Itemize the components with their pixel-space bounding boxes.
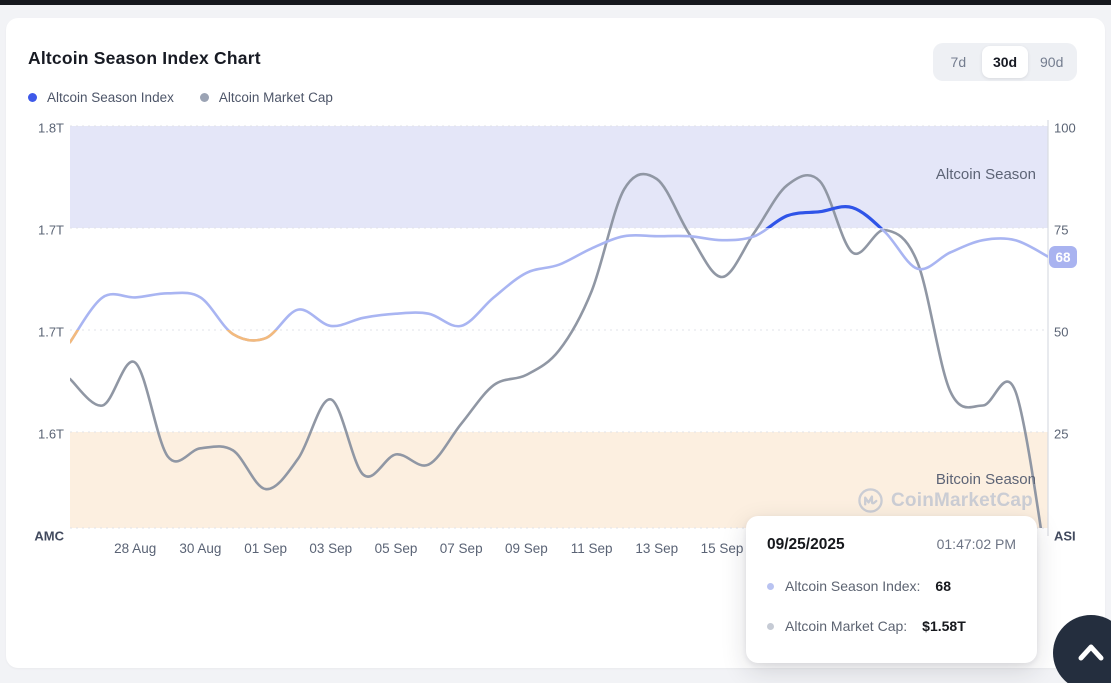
chart-legend: Altcoin Season Index Altcoin Market Cap: [28, 90, 333, 105]
legend-label: Altcoin Market Cap: [218, 90, 333, 105]
x-axis-tick: 28 Aug: [114, 541, 157, 556]
range-button-30d[interactable]: 30d: [981, 46, 1029, 78]
left-axis-caption: AMC: [34, 528, 64, 544]
tooltip-dot-icon: [767, 622, 774, 630]
x-axis-tick: 13 Sep: [635, 541, 679, 556]
legend-item-altcoin-season-index[interactable]: Altcoin Season Index: [28, 90, 174, 105]
tooltip-label: Altcoin Market Cap:: [785, 618, 908, 634]
last-value-badge: 68: [1049, 246, 1077, 268]
x-axis-tick: 15 Sep: [700, 541, 744, 556]
bitcoin-season-band: [70, 432, 1048, 528]
x-axis-tick: 09 Sep: [504, 541, 548, 556]
bitcoin-season-zone-label: Bitcoin Season: [935, 471, 1036, 488]
coinmarketcap-watermark: CoinMarketCap: [857, 487, 1033, 514]
x-axis-tick: 11 Sep: [570, 541, 613, 556]
watermark-text: CoinMarketCap: [891, 489, 1033, 511]
asi-line-below-50-segment: [70, 330, 278, 344]
range-button-7d[interactable]: 7d: [935, 46, 982, 78]
x-axis-tick: 01 Sep: [244, 541, 287, 556]
right-axis-caption: ASI: [1054, 528, 1076, 544]
left-axis-tick: 1.6T: [37, 426, 64, 442]
chart-tooltip: 09/25/2025 01:47:02 PM Altcoin Season In…: [746, 516, 1037, 663]
right-axis-tick: 75: [1054, 222, 1069, 238]
x-axis-tick: 05 Sep: [374, 541, 418, 556]
right-axis-tick: 100: [1054, 120, 1076, 136]
coinmarketcap-logo-icon: [858, 488, 883, 513]
right-axis-tick: 50: [1054, 324, 1069, 340]
legend-dot-blue-icon: [28, 93, 37, 102]
altcoin-season-band: [70, 126, 1048, 228]
tooltip-date: 09/25/2025: [767, 536, 845, 553]
tooltip-row-amc: Altcoin Market Cap: $1.58T: [767, 618, 1016, 634]
x-axis-tick: 03 Sep: [309, 541, 353, 556]
tooltip-value: 68: [935, 578, 951, 594]
tooltip-header: 09/25/2025 01:47:02 PM: [767, 536, 1016, 554]
tooltip-value: $1.58T: [922, 618, 966, 634]
x-axis-tick: 30 Aug: [179, 541, 222, 556]
chevron-up-icon: [1078, 644, 1104, 661]
time-range-selector: 7d 30d 90d: [933, 43, 1077, 81]
range-button-90d[interactable]: 90d: [1028, 46, 1075, 78]
left-axis-tick: 1.8T: [37, 120, 64, 136]
scroll-to-top-button[interactable]: [1053, 615, 1111, 683]
altcoin-market-cap-line: [70, 172, 1043, 528]
tooltip-dot-icon: [767, 582, 774, 590]
tooltip-row-asi: Altcoin Season Index: 68: [767, 578, 1016, 594]
right-axis-tick: 25: [1054, 426, 1069, 442]
top-dark-strip: [0, 0, 1111, 5]
left-axis-tick: 1.7T: [37, 222, 64, 238]
legend-item-altcoin-market-cap[interactable]: Altcoin Market Cap: [199, 90, 333, 105]
tooltip-label: Altcoin Season Index:: [785, 578, 921, 594]
legend-label: Altcoin Season Index: [47, 90, 174, 105]
left-axis-tick: 1.7T: [37, 324, 64, 340]
x-axis-tick: 07 Sep: [439, 541, 483, 556]
altcoin-season-zone-label: Altcoin Season: [935, 166, 1036, 183]
page-title: Altcoin Season Index Chart: [28, 48, 261, 68]
tooltip-time: 01:47:02 PM: [936, 536, 1016, 552]
legend-dot-gray-icon: [199, 93, 209, 102]
